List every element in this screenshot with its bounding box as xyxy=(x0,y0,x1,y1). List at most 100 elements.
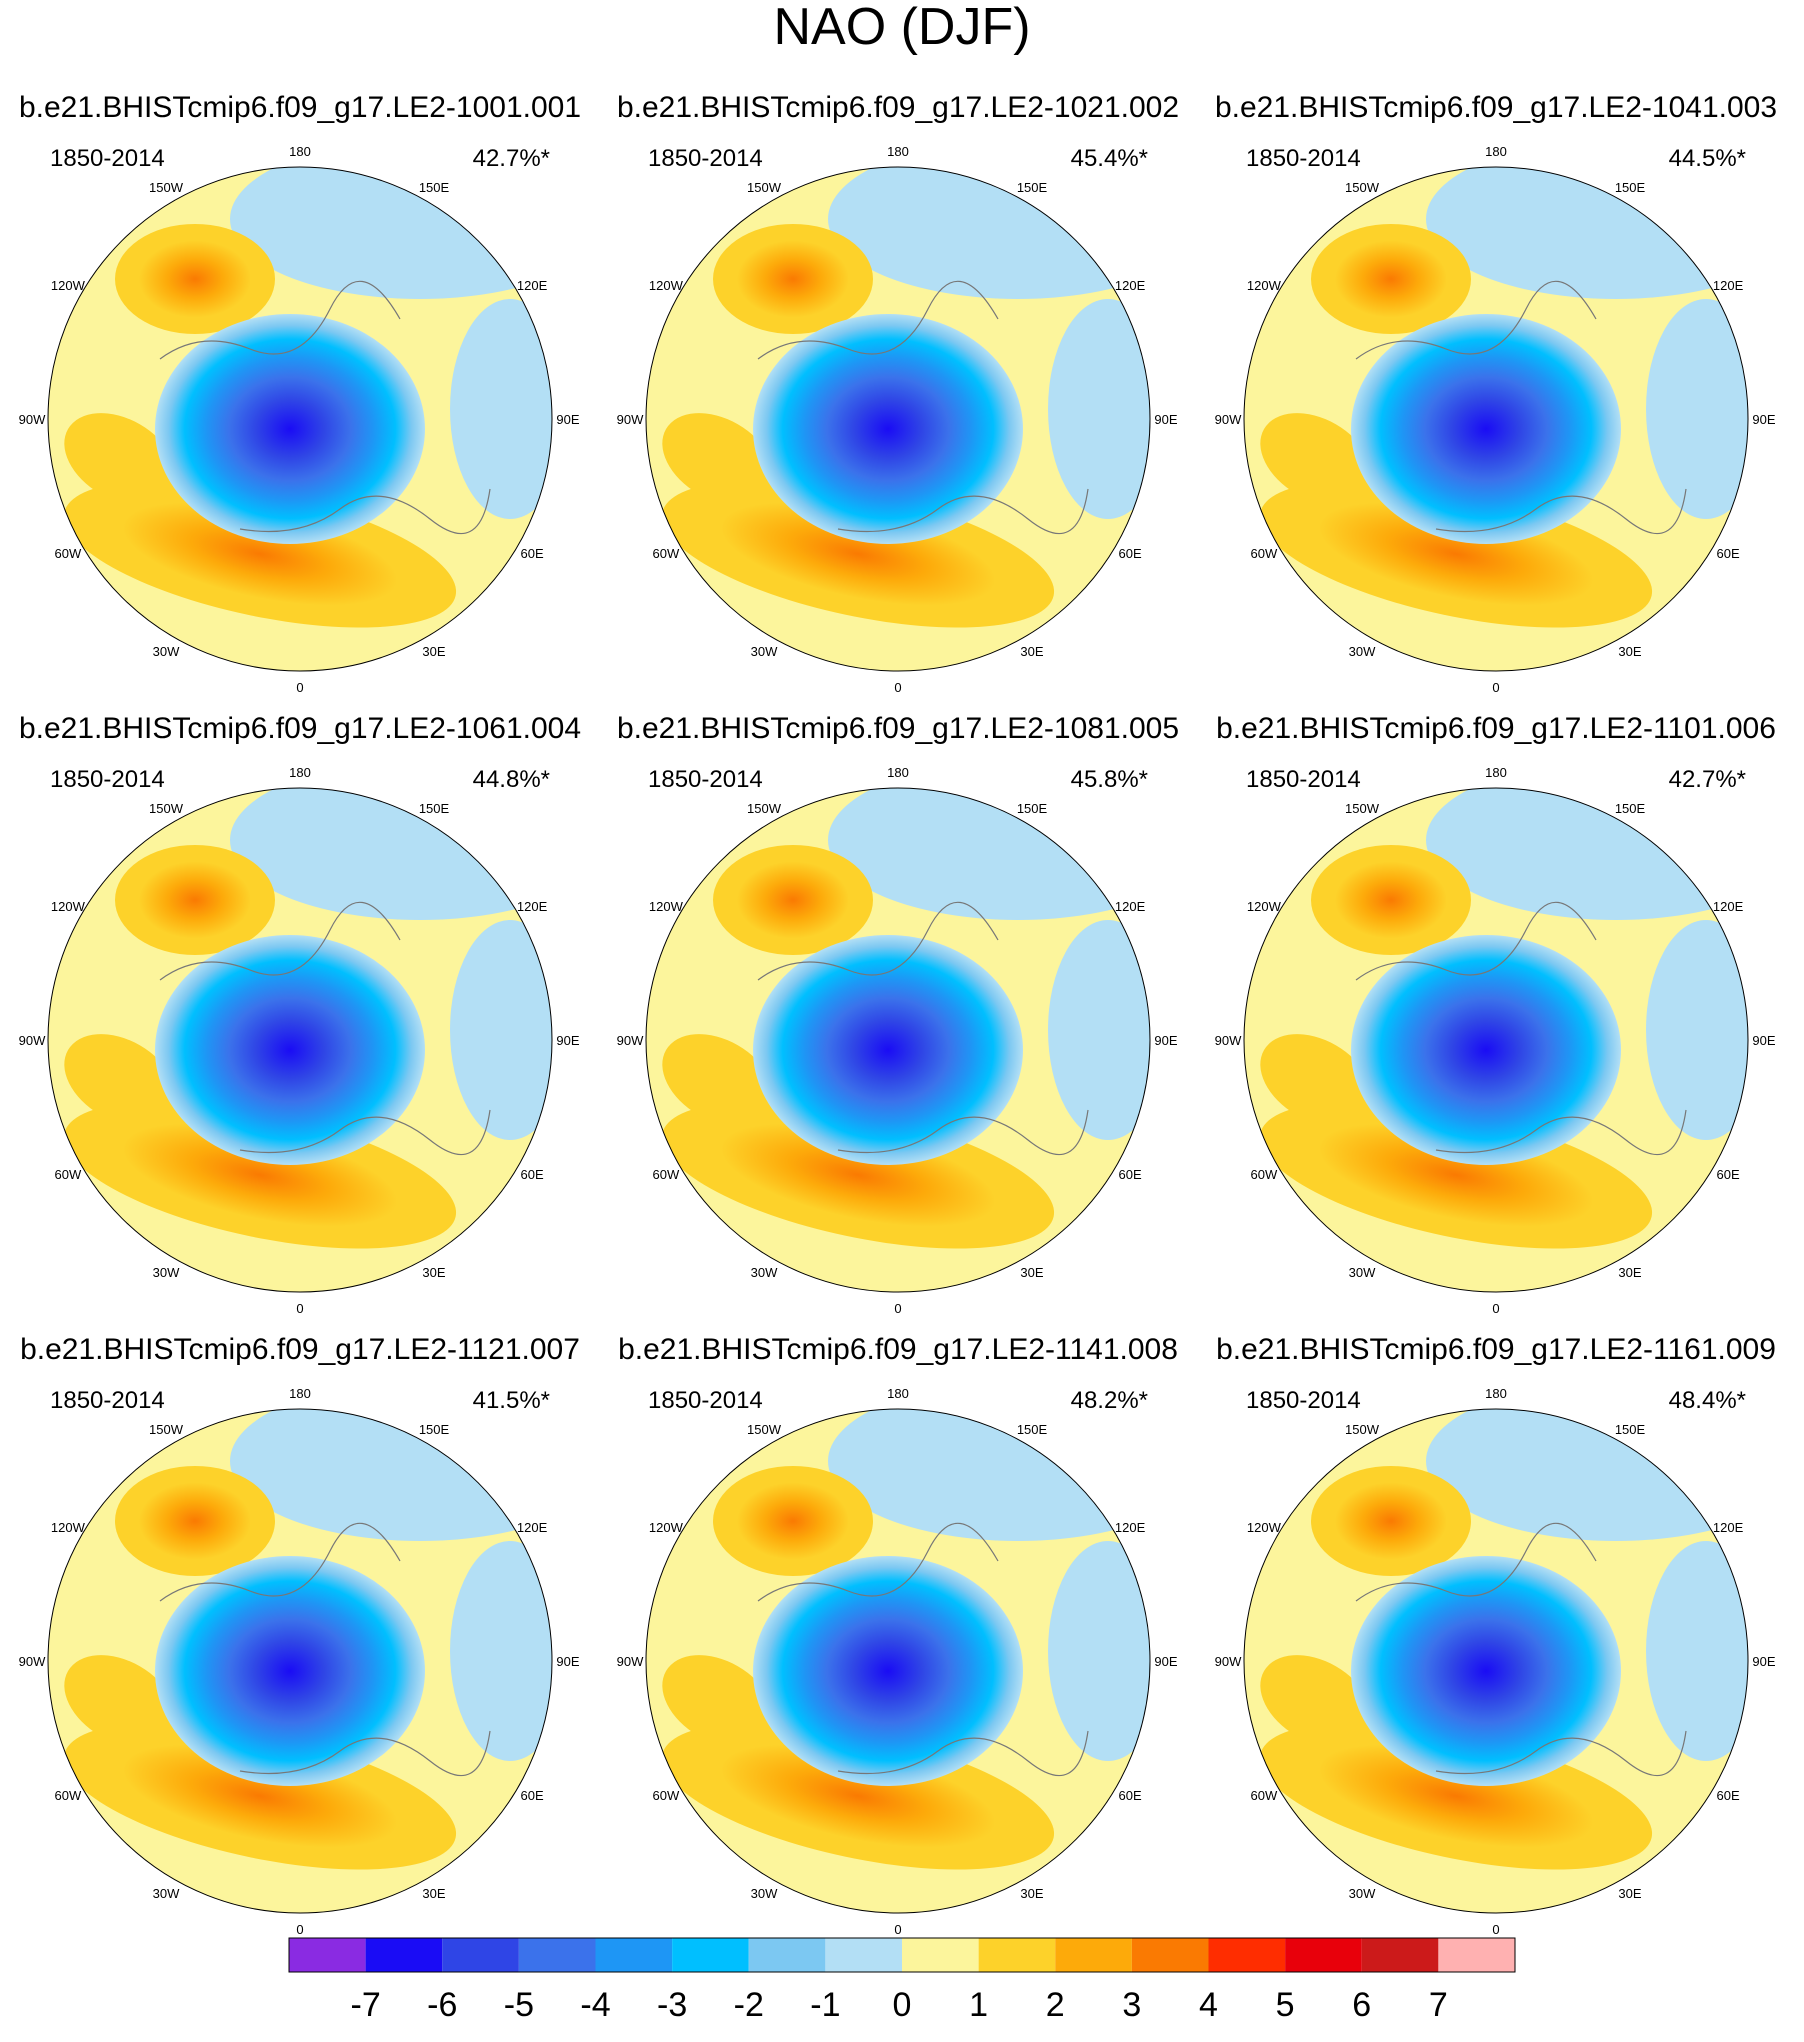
lon-label: 90W xyxy=(19,1654,46,1669)
colorbar-label: 7 xyxy=(1429,1986,1448,2024)
coastline xyxy=(239,488,491,535)
panel-period: 1850-2014 xyxy=(1246,766,1361,793)
lon-label: 90W xyxy=(617,412,644,427)
lon-label: 0 xyxy=(1492,680,1499,695)
weak-negative-asia xyxy=(1048,299,1150,519)
weak-negative-asia xyxy=(1646,1541,1748,1761)
lon-label: 150E xyxy=(419,801,450,816)
coastline xyxy=(159,280,401,360)
map-outline xyxy=(47,787,553,1293)
lon-label: 180 xyxy=(887,144,909,159)
lon-label: 30W xyxy=(1349,1886,1376,1901)
coastline xyxy=(239,1109,491,1156)
positive-center-pacific xyxy=(115,224,275,334)
negative-center-arctic xyxy=(1351,935,1621,1165)
negative-center-arctic xyxy=(753,935,1023,1165)
colorbar-swatch xyxy=(595,1938,673,1972)
negative-center-arctic xyxy=(155,1556,425,1786)
coastline xyxy=(159,901,401,981)
panel-period: 1850-2014 xyxy=(1246,145,1361,172)
lon-label: 60W xyxy=(55,1788,82,1803)
lon-label: 30W xyxy=(1349,1265,1376,1280)
lon-label: 120W xyxy=(1247,899,1282,914)
negative-center-arctic xyxy=(1351,1556,1621,1786)
lon-label: 60E xyxy=(1119,1167,1142,1182)
lon-label: 90W xyxy=(617,1033,644,1048)
map-outline xyxy=(47,1408,553,1914)
lon-label: 150E xyxy=(1615,1422,1646,1437)
coastline xyxy=(757,1522,999,1602)
lon-label: 90E xyxy=(1154,1654,1177,1669)
lon-label: 180 xyxy=(289,765,311,780)
positive-band-atlantic xyxy=(1259,1101,1653,1249)
positive-band-west xyxy=(64,413,176,505)
weak-negative-pacific xyxy=(230,167,552,299)
lon-label: 180 xyxy=(887,1386,909,1401)
weak-negative-pacific xyxy=(1426,1409,1748,1541)
colorbar-swatch xyxy=(825,1938,902,1972)
lon-label: 60E xyxy=(521,1167,544,1182)
lon-label: 60W xyxy=(1251,546,1278,561)
lon-label: 0 xyxy=(1492,1301,1499,1316)
colorbar-swatch xyxy=(1208,1938,1286,1972)
coastline xyxy=(1435,488,1687,535)
weak-negative-asia xyxy=(450,1541,552,1761)
figure-title: NAO (DJF) xyxy=(773,0,1030,56)
positive-band-west xyxy=(1260,1655,1372,1747)
lon-label: 0 xyxy=(1492,1922,1499,1937)
lon-label: 0 xyxy=(894,680,901,695)
lon-label: 0 xyxy=(296,1301,303,1316)
negative-center-arctic xyxy=(753,1556,1023,1786)
lon-label: 120E xyxy=(517,1520,548,1535)
lon-label: 0 xyxy=(894,1922,901,1937)
map-outline xyxy=(1243,787,1749,1293)
lon-label: 30E xyxy=(422,1265,445,1280)
negative-center-arctic xyxy=(155,314,425,544)
lon-label: 90W xyxy=(19,1033,46,1048)
colorbar-label: -4 xyxy=(580,1986,610,2024)
panel-title: b.e21.BHISTcmip6.f09_g17.LE2-1161.009 xyxy=(1216,1333,1776,1366)
lon-label: 60W xyxy=(1251,1788,1278,1803)
panel-period: 1850-2014 xyxy=(648,145,763,172)
panel-title: b.e21.BHISTcmip6.f09_g17.LE2-1101.006 xyxy=(1216,712,1776,745)
lon-label: 30W xyxy=(751,1265,778,1280)
coastline xyxy=(1355,1522,1597,1602)
colorbar-label: -6 xyxy=(427,1986,457,2024)
panel-title: b.e21.BHISTcmip6.f09_g17.LE2-1141.008 xyxy=(618,1333,1178,1366)
colorbar-swatch xyxy=(1438,1938,1515,1972)
weak-negative-asia xyxy=(450,299,552,519)
negative-center-arctic xyxy=(155,935,425,1165)
lon-label: 0 xyxy=(296,680,303,695)
weak-negative-asia xyxy=(1048,1541,1150,1761)
lon-label: 120E xyxy=(1713,278,1744,293)
positive-band-west xyxy=(1260,1034,1372,1126)
lon-label: 120W xyxy=(1247,278,1282,293)
colorbar-label: 5 xyxy=(1276,1986,1295,2024)
negative-center-arctic xyxy=(753,314,1023,544)
positive-center-pacific xyxy=(1311,1466,1471,1576)
lon-label: 150E xyxy=(1017,1422,1048,1437)
positive-band-atlantic xyxy=(63,1101,457,1249)
lon-label: 150E xyxy=(1017,180,1048,195)
colorbar-label: 1 xyxy=(969,1986,988,2024)
map-outline xyxy=(645,166,1151,672)
lon-label: 90E xyxy=(556,1033,579,1048)
positive-band-west xyxy=(662,1655,774,1747)
lon-label: 60E xyxy=(1717,1788,1740,1803)
lon-label: 90W xyxy=(1215,1033,1242,1048)
colorbar-swatch xyxy=(978,1938,1056,1972)
colorbar-swatch xyxy=(1131,1938,1209,1972)
lon-label: 60E xyxy=(1717,1167,1740,1182)
positive-center-pacific xyxy=(115,1466,275,1576)
lon-label: 90E xyxy=(1752,412,1775,427)
colorbar: -7 -6 -5 -4 -3 -2 -1 0 1 2 3 4 5 6 7 xyxy=(288,1937,1516,2024)
panel-variance: 44.8%* xyxy=(473,766,550,793)
lon-label: 60W xyxy=(653,1167,680,1182)
colorbar-label: 3 xyxy=(1122,1986,1141,2024)
map-outline xyxy=(1243,1408,1749,1914)
lon-label: 90E xyxy=(1154,1033,1177,1048)
positive-center-pacific xyxy=(713,1466,873,1576)
lon-label: 150W xyxy=(747,801,782,816)
lon-label: 30W xyxy=(1349,644,1376,659)
eof-field xyxy=(1244,167,1748,671)
